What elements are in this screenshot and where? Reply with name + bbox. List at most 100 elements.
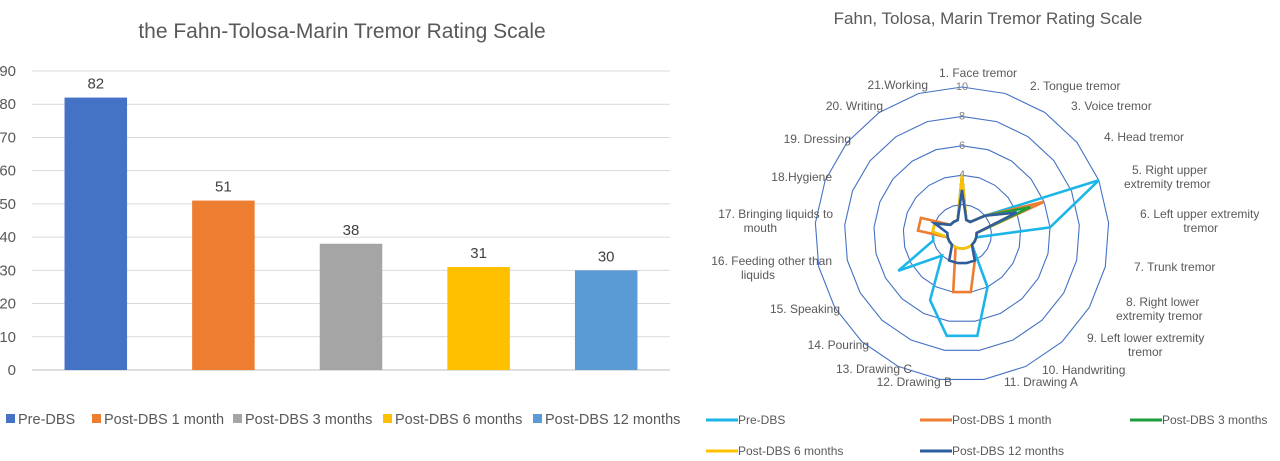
radar-axis-label: 9. Left lower extremity tremor (1087, 331, 1204, 359)
radar-axis-label: 20. Writing (826, 99, 883, 113)
bar-data-label: 31 (470, 245, 487, 262)
bar-y-tick-label: 90 (0, 63, 16, 80)
radar-axis-label: 14. Pouring (808, 338, 869, 352)
bar-y-tick-label: 10 (0, 329, 16, 346)
radar-r-tick-label: 6 (959, 140, 965, 152)
radar-axis-label-line: extremity tremor (1124, 177, 1211, 191)
radar-grid-ring (873, 145, 1051, 322)
radar-chart-title: Fahn, Tolosa, Marin Tremor Rating Scale (834, 9, 1143, 28)
legend-label: Post-DBS 12 months (952, 444, 1064, 458)
radar-chart-series (897, 175, 1100, 338)
radar-r-tick-label: 8 (959, 110, 965, 122)
radar-axis-label: 1. Face tremor (939, 66, 1017, 80)
radar-axis-label: 4. Head tremor (1104, 130, 1184, 144)
bar-y-tick-label: 40 (0, 229, 16, 246)
radar-axis-label-line: 8. Right lower (1126, 295, 1199, 309)
radar-axis-label-line: 12. Drawing B (877, 375, 952, 389)
bar-3 (319, 243, 383, 370)
radar-axis-label: 13. Drawing C (836, 362, 912, 376)
radar-axis-label-line: 14. Pouring (808, 338, 869, 352)
bar-chart-data-labels: 82 51 38 31 30 (87, 76, 614, 266)
legend-swatch (6, 414, 15, 423)
radar-axis-label: 10. Handwriting (1042, 363, 1125, 377)
radar-axis-label: 21.Working (868, 78, 928, 92)
radar-axis-label-line: 21.Working (868, 78, 928, 92)
radar-grid-ring (844, 115, 1080, 351)
radar-axis-label-line: 5. Right upper (1132, 163, 1207, 177)
radar-axis-label-line: 4. Head tremor (1104, 130, 1184, 144)
radar-axis-label: 6. Left upper extremity tremor (1140, 207, 1259, 235)
bar-y-tick-label: 0 (8, 362, 16, 379)
legend-label: Post-DBS 6 months (738, 444, 843, 458)
bar-y-tick-label: 20 (0, 296, 16, 313)
radar-axis-label-line: 15. Speaking (770, 302, 840, 316)
bar-chart-bars (64, 97, 638, 371)
legend-label: Post-DBS 12 months (545, 412, 680, 428)
radar-axis-label: 19. Dressing (784, 132, 851, 146)
bar-chart-legend: Pre-DBS Post-DBS 1 month Post-DBS 3 months… (6, 412, 680, 428)
radar-grid-ring (814, 86, 1110, 380)
radar-chart: Fahn, Tolosa, Marin Tremor Rating Scale … (706, 9, 1267, 458)
radar-axis-label-line: tremor (1183, 221, 1218, 235)
bar-5 (574, 270, 638, 370)
radar-axis-label: 11. Drawing A (1004, 375, 1078, 389)
radar-axis-label-line: 7. Trunk tremor (1134, 260, 1215, 274)
radar-series-line (930, 189, 1018, 265)
radar-axis-label-line: 9. Left lower extremity (1087, 331, 1204, 345)
legend-label: Pre-DBS (738, 413, 785, 427)
radar-r-tick-label: 10 (956, 81, 968, 93)
radar-axis-label-line: 20. Writing (826, 99, 883, 113)
radar-axis-label: 2. Tongue tremor (1030, 79, 1121, 93)
radar-axis-label: 15. Speaking (770, 302, 840, 316)
bar-chart-y-axis: 0 10 20 30 40 50 60 70 80 90 (0, 63, 16, 379)
bar-y-tick-label: 70 (0, 129, 16, 146)
radar-axis-label: 12. Drawing B (877, 375, 952, 389)
legend-swatch (92, 414, 101, 423)
radar-axis-label-line: mouth (744, 221, 777, 235)
legend-swatch (233, 414, 242, 423)
bar-data-label: 51 (215, 179, 232, 196)
legend-label: Post-DBS 1 month (104, 412, 224, 428)
bar-y-tick-label: 80 (0, 96, 16, 113)
radar-axis-label-line: 19. Dressing (784, 132, 851, 146)
legend-label: Post-DBS 3 months (1162, 413, 1267, 427)
bar-y-tick-label: 60 (0, 163, 16, 180)
radar-axis-label: 17. Bringing liquids to mouth (718, 207, 833, 235)
radar-axis-label-line: 2. Tongue tremor (1030, 79, 1121, 93)
bar-chart-title: the Fahn-Tolosa-Marin Tremor Rating Scal… (138, 20, 545, 43)
radar-axis-label: 3. Voice tremor (1071, 99, 1152, 113)
radar-axis-label-line: 6. Left upper extremity (1140, 207, 1259, 221)
radar-axis-label: 8. Right lower extremity tremor (1116, 295, 1203, 323)
radar-series-line (916, 175, 1045, 294)
radar-series-line (897, 175, 1100, 338)
bar-2 (192, 200, 255, 370)
radar-axis-label: 7. Trunk tremor (1134, 260, 1215, 274)
legend-swatch (383, 414, 392, 423)
legend-label: Post-DBS 6 months (395, 412, 522, 428)
bar-data-label: 82 (87, 76, 104, 93)
legend-label: Post-DBS 1 month (952, 413, 1051, 427)
radar-axis-label-line: 16. Feeding other than (711, 254, 832, 268)
bar-data-label: 38 (343, 222, 360, 239)
bar-1 (64, 97, 128, 371)
legend-label: Post-DBS 3 months (245, 412, 372, 428)
bar-y-tick-label: 50 (0, 196, 16, 213)
radar-chart-legend: Pre-DBS Post-DBS 1 month Post-DBS 3 months… (706, 413, 1267, 458)
radar-axis-label: 16. Feeding other than liquids (711, 254, 832, 282)
radar-axis-label-line: 3. Voice tremor (1071, 99, 1152, 113)
radar-axis-label-line: 1. Face tremor (939, 66, 1017, 80)
radar-axis-label-line: 18.Hygiene (771, 170, 832, 184)
bar-y-tick-label: 30 (0, 262, 16, 279)
radar-axis-label-line: liquids (741, 268, 775, 282)
bar-chart: the Fahn-Tolosa-Marin Tremor Rating Scal… (0, 20, 680, 428)
radar-axis-label: 18.Hygiene (771, 170, 832, 184)
radar-axis-label-line: tremor (1128, 345, 1163, 359)
radar-axis-label: 5. Right upper extremity tremor (1124, 163, 1211, 191)
legend-label: Pre-DBS (18, 412, 75, 428)
bar-4 (447, 267, 510, 370)
bar-chart-gridlines (32, 70, 670, 371)
bar-data-label: 30 (598, 248, 615, 265)
radar-chart-axis-labels: 1. Face tremor 2. Tongue tremor 3. Voice t… (711, 66, 1259, 389)
